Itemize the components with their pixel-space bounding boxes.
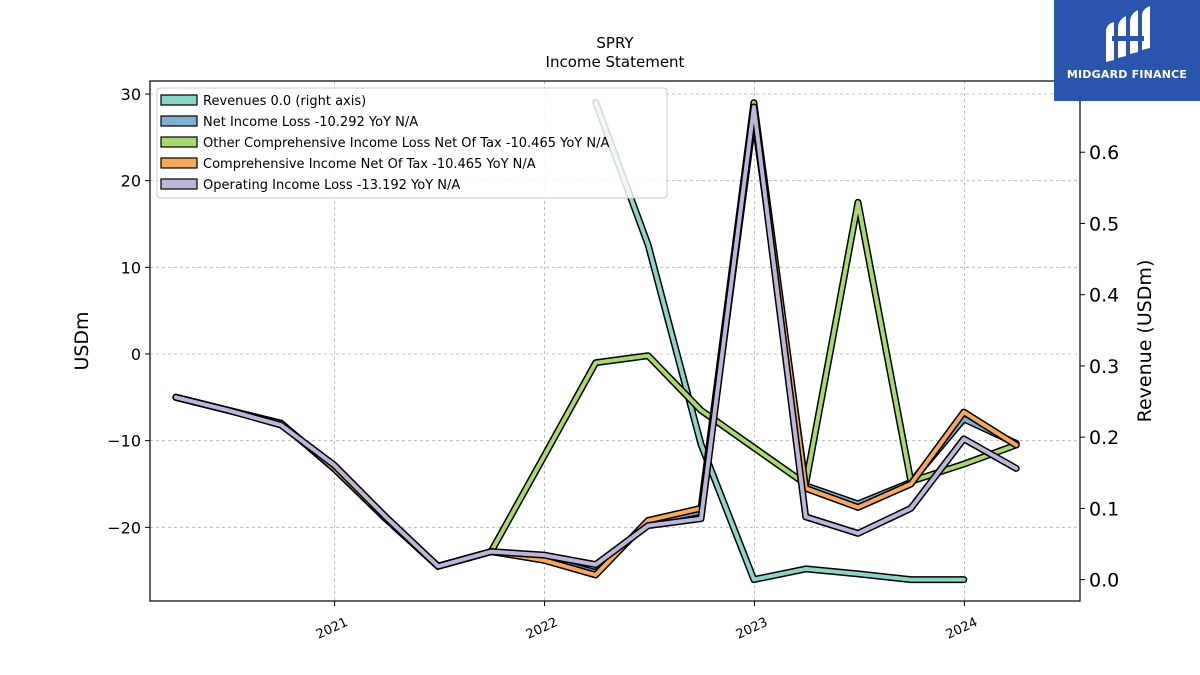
legend-label: Other Comprehensive Income Loss Net Of T… bbox=[203, 136, 609, 151]
legend: Revenues 0.0 (right axis) Net Income Loss… bbox=[156, 87, 668, 199]
y-right-tick-label: 0.0 bbox=[1089, 570, 1119, 592]
y-axis-right: 0.6 0.5 0.4 0.3 0.2 0.1 0.0 bbox=[1080, 142, 1119, 592]
x-tick-label: 2021 bbox=[314, 615, 350, 643]
legend-swatch bbox=[160, 115, 198, 127]
series-line-group bbox=[172, 103, 1020, 570]
series-line bbox=[593, 100, 966, 582]
series-line-outline bbox=[172, 198, 1020, 570]
y-right-tick-label: 0.6 bbox=[1089, 142, 1119, 164]
y-tick-label: −20 bbox=[107, 518, 141, 537]
legend-label: Revenues 0.0 (right axis) bbox=[203, 94, 366, 109]
legend-swatch bbox=[160, 157, 198, 169]
legend-label: Operating Income Loss -13.192 YoY N/A bbox=[203, 178, 460, 193]
x-axis: 2021 2022 2023 2024 bbox=[314, 601, 980, 643]
legend-swatch bbox=[160, 94, 198, 106]
logo-text: MIDGARD FINANCE bbox=[1066, 68, 1188, 81]
series-line-group bbox=[172, 198, 1020, 570]
chart-subtitle: Income Statement bbox=[546, 53, 685, 71]
series-lines bbox=[172, 98, 1020, 584]
x-tick-label: 2024 bbox=[944, 615, 980, 643]
y-axis-label-right: Revenue (USDm) bbox=[1134, 260, 1156, 423]
y-axis-label-left: USDm bbox=[71, 311, 93, 370]
y-tick-label: −10 bbox=[107, 432, 141, 451]
logo-mark-icon bbox=[1106, 6, 1150, 62]
legend-swatch bbox=[160, 178, 198, 190]
chart-title: SPRY bbox=[596, 34, 634, 52]
y-right-tick-label: 0.5 bbox=[1089, 213, 1119, 235]
legend-label: Net Income Loss -10.292 YoY N/A bbox=[203, 115, 418, 130]
y-axis-left: 30 20 10 0 −10 −20 bbox=[107, 85, 150, 537]
y-right-tick-label: 0.2 bbox=[1089, 427, 1119, 449]
y-tick-label: 30 bbox=[121, 85, 141, 104]
legend-label: Comprehensive Income Net Of Tax -10.465 … bbox=[203, 157, 536, 172]
y-tick-label: 0 bbox=[131, 345, 141, 364]
legend-swatch bbox=[160, 136, 198, 148]
series-line-group bbox=[592, 98, 968, 584]
y-right-tick-label: 0.4 bbox=[1089, 285, 1119, 307]
plot-frame bbox=[149, 80, 1081, 602]
y-tick-label: 10 bbox=[121, 258, 141, 277]
series-line bbox=[173, 105, 1019, 569]
x-tick-label: 2022 bbox=[524, 615, 560, 643]
brand-logo: MIDGARD FINANCE bbox=[1054, 0, 1200, 101]
y-tick-label: 20 bbox=[121, 172, 141, 191]
y-right-tick-label: 0.1 bbox=[1089, 498, 1119, 520]
legend-box bbox=[156, 87, 668, 199]
y-right-tick-label: 0.3 bbox=[1089, 356, 1119, 378]
x-tick-label: 2023 bbox=[734, 615, 770, 643]
